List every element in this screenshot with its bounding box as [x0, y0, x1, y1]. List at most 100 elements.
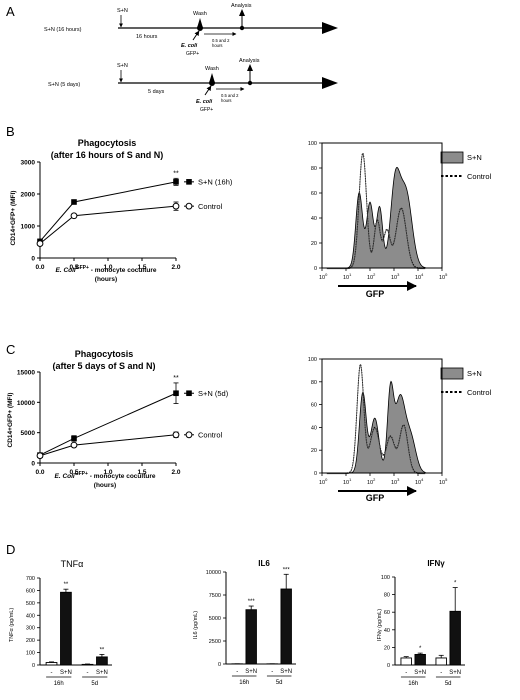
b-hist-frame [321, 142, 443, 269]
b-line-point [71, 199, 77, 205]
c-line-point [36, 452, 44, 460]
c-hist-xlabel: GFP [366, 493, 385, 503]
b-line-xtick-label: 1.5 [137, 264, 146, 271]
timeline-16h-wash: Wash [193, 11, 207, 17]
d-ifng-category-label: S+N [414, 670, 426, 676]
b-line-ytick-label: 1000 [21, 224, 36, 231]
chart-b-histogram: GFP S+N Control 020406080100100101102103… [308, 141, 492, 299]
d-ifng-ytick-label: 100 [381, 575, 390, 581]
d-il6-group-label: 16h [239, 680, 249, 686]
c-hist-xtick-label: 100 [319, 477, 328, 486]
d-ifng-significance: * [419, 646, 422, 652]
c-line-series-line [39, 392, 177, 456]
d-ifng-significance: * [454, 581, 457, 587]
panel-label-d: D [6, 542, 15, 557]
chart-b-line: Phagocytosis (after 16 hours of S and N)… [10, 138, 233, 283]
d-tnfa-ytick-label: 500 [26, 601, 35, 607]
d-ifng-ytick-label: 80 [384, 593, 390, 599]
d-ifng-ylabel: IFNγ (pg/mL) [377, 609, 383, 641]
b-hist-xtick-exponent: 4 [421, 272, 424, 277]
panel-label-b: B [6, 124, 15, 139]
d-il6-significance: *** [283, 567, 291, 573]
c-line-significance: ** [173, 375, 179, 382]
d-tnfa-bar [60, 591, 72, 666]
b-hist-xtick-exponent: 3 [397, 272, 400, 277]
b-line-point [173, 179, 179, 185]
c-hist-xtick-label: 105 [439, 477, 448, 486]
b-line-ytick-label: 0 [31, 256, 35, 263]
d-tnfa-ytick-label: 600 [26, 588, 35, 594]
b-hist-xtick-label: 103 [391, 272, 400, 281]
b-hist-xtick-label: 100 [319, 272, 328, 281]
c-hist-legend-control: Control [467, 388, 492, 397]
b-line-legend-marker [185, 202, 193, 210]
chart-d-il6: IL6 IL6 (pg/mL) 0 2500 5000 7500 10000 - *** S+… [193, 559, 296, 686]
d-tnfa-ytick-label: 700 [26, 576, 35, 582]
c-line-xlabel: E. ColiGFP+ - monocyte coculture [55, 471, 156, 480]
d-il6-ytick-label: 7500 [209, 593, 221, 599]
d-tnfa-significance: ** [100, 647, 105, 653]
c-line-xlabel-part2: - monocyte coculture [88, 473, 156, 480]
d-tnfa-category-label: - [87, 670, 89, 676]
b-line-xlabel-sup: GFP+ [76, 265, 89, 271]
b-hist-ytick-label: 60 [311, 191, 317, 197]
timeline-16h-ecoli-arrow [192, 30, 200, 41]
d-il6-category-label: - [271, 669, 273, 675]
d-tnfa-ytick-label: 200 [26, 638, 35, 644]
b-hist-legend-control: Control [467, 172, 492, 181]
d-il6-title: IL6 [258, 559, 270, 568]
b-line-xtick-label: 2.0 [171, 264, 180, 271]
b-line-xlabel-part2: - monocyte coculture [89, 267, 157, 274]
timeline-5d-interval-1: 0.5 and 2 [221, 93, 239, 98]
timeline-5d-duration: 5 days [148, 89, 164, 95]
d-ifng-bar [414, 653, 426, 666]
b-line-xtick-label: 1.0 [103, 264, 112, 271]
timeline-16h-ecoli-sup: GFP+ [186, 51, 199, 57]
timeline-5d-analysis-dot [247, 80, 253, 86]
b-hist-xlabel: GFP [366, 289, 385, 299]
c-hist-xtick-label: 103 [391, 477, 400, 486]
timeline-16h: S+N (16 hours) S+N 16 hours Wash E. coli… [44, 3, 338, 57]
b-line-xlabel-part1: E. Coli [56, 267, 76, 274]
timeline-5d-wash: Wash [205, 66, 219, 72]
b-line-point [172, 202, 180, 210]
timeline-5d-ecoli-sup: GFP+ [200, 107, 213, 113]
d-il6-category-label: S+N [245, 669, 257, 675]
d-ifng-category-label: S+N [449, 670, 461, 676]
c-line-point [173, 390, 179, 397]
c-hist-ytick-label: 0 [314, 471, 317, 477]
d-ifng-group-label: 16h [408, 681, 418, 687]
b-hist-xtick-exponent: 2 [373, 272, 376, 277]
b-line-point [70, 212, 78, 220]
timeline-16h-interval-2: hours [212, 43, 222, 48]
c-line-legend-marker [186, 390, 192, 397]
b-hist-ytick-label: 0 [314, 266, 317, 272]
d-ifng-bar [449, 610, 461, 666]
d-ifng-bar [435, 657, 447, 666]
c-line-ytick-label: 5000 [21, 430, 36, 437]
c-line-legend-label: Control [198, 431, 223, 440]
d-ifng-category-label: - [405, 670, 407, 676]
c-hist-legend-sn: S+N [467, 369, 482, 378]
chart-d-tnfa: TNFα TNFα (pg/mL) 0 100 200 300 400 500 600 700… [9, 559, 112, 687]
c-line-xlabel-part1: E. Coli [55, 473, 75, 480]
timeline-16h-analysis-dot [239, 25, 245, 31]
timeline-16h-duration: 16 hours [136, 34, 158, 40]
c-line-xtick-label: 1.5 [137, 469, 146, 476]
timeline-16h-analysis-marker [239, 9, 245, 16]
b-line-point [36, 240, 44, 248]
d-tnfa-title: TNFα [61, 559, 84, 569]
c-hist-xtick-exponent: 2 [373, 477, 376, 482]
d-il6-category-label: - [236, 669, 238, 675]
c-line-point [71, 435, 77, 442]
d-tnfa-ylabel: TNFα (pg/mL) [9, 608, 15, 643]
panel-a: A S+N (16 hours) S+N 16 hours Wash E. co… [6, 3, 338, 113]
b-hist-ytick-label: 40 [311, 216, 317, 222]
d-tnfa-group-label: 16h [54, 681, 64, 687]
timeline-16h-ecoli: E. coli [181, 43, 198, 49]
b-line-title-2: (after 16 hours of S and N) [51, 150, 164, 160]
chart-c-line: Phagocytosis (after 5 days of S and N) C… [7, 349, 229, 489]
d-tnfa-bar [45, 662, 58, 666]
c-hist-xtick-exponent: 0 [325, 477, 328, 482]
